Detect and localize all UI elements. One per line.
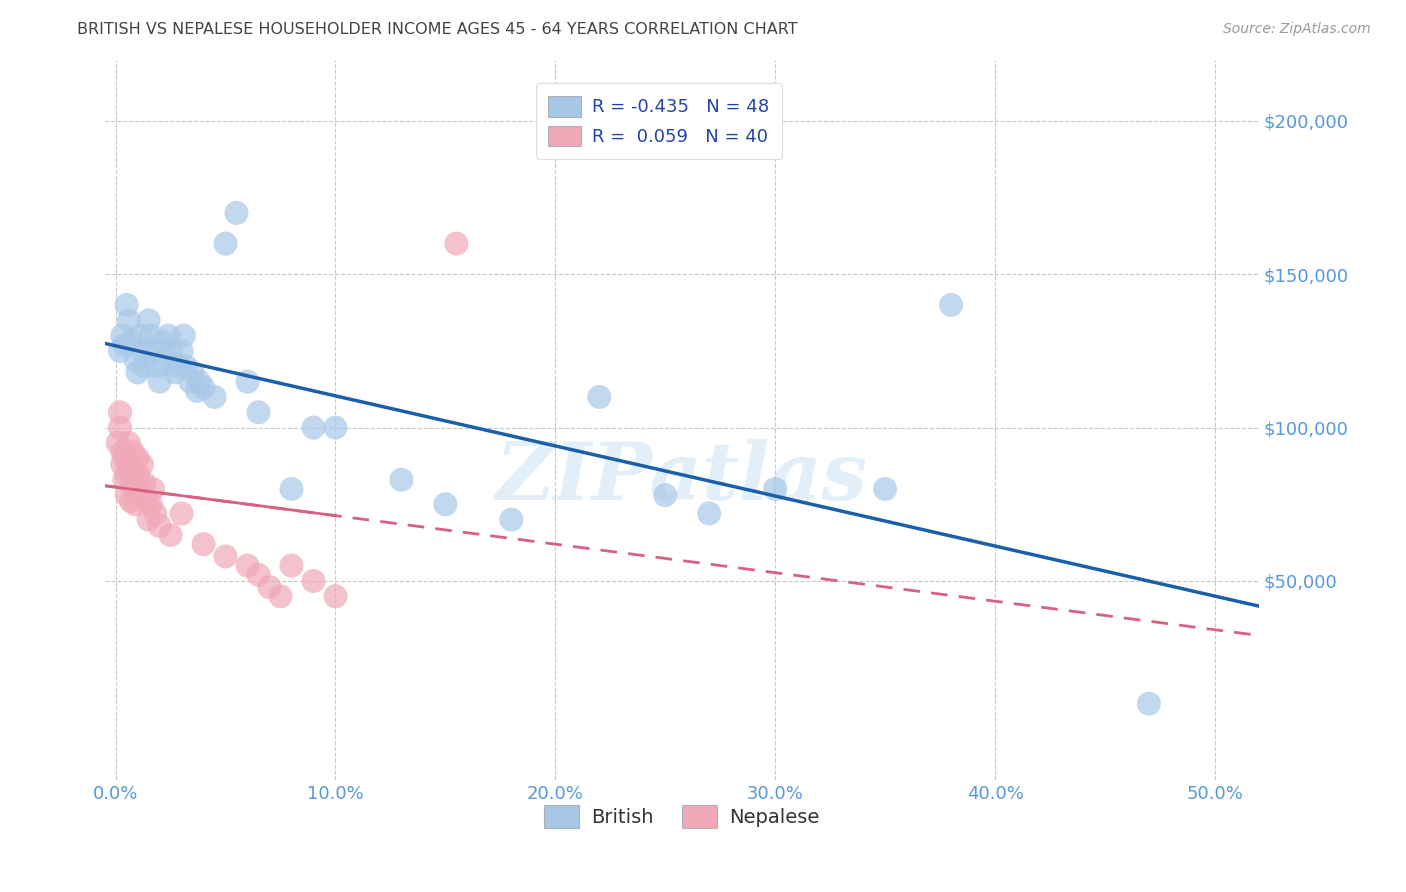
Point [149,375,172,389]
Point [302,574,325,588]
Point [280,558,302,573]
Point [150,334,173,349]
Point [193,381,215,395]
Point [128,328,150,343]
Point [325,420,347,434]
Point [236,375,259,389]
Point [186,384,208,398]
Point [181,366,204,380]
Point [118,458,141,472]
Point [120,334,142,349]
Point [939,298,962,312]
Point [112,338,135,352]
Point [188,375,211,389]
Point [118,313,141,327]
Point [131,343,153,358]
Point [127,366,149,380]
Point [157,328,180,343]
Point [127,451,149,466]
Point [131,458,153,472]
Point [120,494,142,508]
Point [159,343,181,358]
Point [170,507,193,521]
Point [124,482,146,496]
Point [173,328,195,343]
Point [214,549,236,564]
Point [280,482,302,496]
Point [302,420,325,434]
Point [446,236,468,251]
Point [112,473,135,487]
Text: BRITISH VS NEPALESE HOUSEHOLDER INCOME AGES 45 - 64 YEARS CORRELATION CHART: BRITISH VS NEPALESE HOUSEHOLDER INCOME A… [77,22,799,37]
Point [159,528,181,542]
Point [138,313,160,327]
Point [128,482,150,496]
Point [115,467,138,481]
Point [875,482,897,496]
Point [149,518,172,533]
Point [122,445,145,459]
Point [163,366,186,380]
Point [112,451,135,466]
Point [763,482,786,496]
Point [138,513,160,527]
Point [654,488,676,502]
Point [139,328,162,343]
Point [134,359,156,374]
Point [247,567,270,582]
Point [225,206,247,220]
Point [325,589,347,603]
Point [111,445,134,459]
Point [139,497,162,511]
Point [588,390,610,404]
Legend: British, Nepalese: British, Nepalese [536,797,827,836]
Point [204,390,226,404]
Point [107,436,129,450]
Point [124,353,146,368]
Point [247,405,270,419]
Point [193,537,215,551]
Point [111,458,134,472]
Point [142,343,165,358]
Text: Source: ZipAtlas.com: Source: ZipAtlas.com [1223,22,1371,37]
Point [122,464,145,478]
Point [108,420,131,434]
Point [259,580,281,594]
Point [111,328,134,343]
Point [179,375,201,389]
Point [143,507,166,521]
Point [236,558,259,573]
Point [115,298,138,312]
Point [153,353,176,368]
Point [174,359,197,374]
Point [1137,697,1160,711]
Point [146,359,169,374]
Point [391,473,413,487]
Point [108,343,131,358]
Point [120,475,142,490]
Point [166,359,188,374]
Point [501,513,523,527]
Point [124,497,146,511]
Point [118,436,141,450]
Point [270,589,292,603]
Point [108,405,131,419]
Point [115,488,138,502]
Point [697,507,720,521]
Point [135,494,157,508]
Point [170,343,193,358]
Point [214,236,236,251]
Point [134,475,156,490]
Text: ZIPatlas: ZIPatlas [496,439,868,516]
Point [142,482,165,496]
Point [434,497,457,511]
Point [127,467,149,481]
